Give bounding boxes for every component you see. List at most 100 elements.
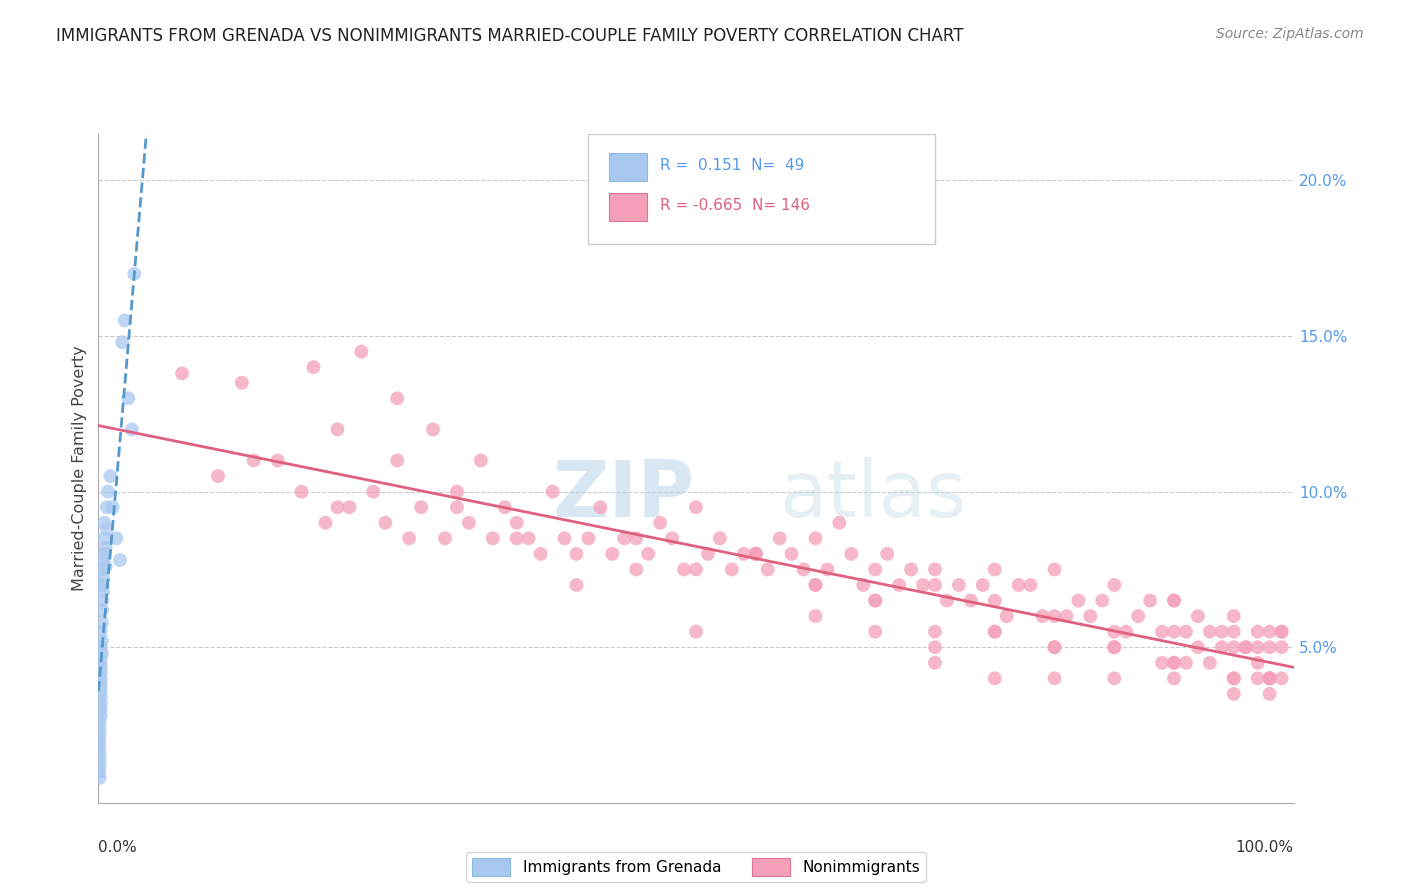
FancyBboxPatch shape <box>588 134 935 244</box>
Point <box>541 484 564 499</box>
Point <box>804 609 827 624</box>
FancyBboxPatch shape <box>609 194 647 221</box>
Point <box>1222 671 1246 685</box>
Point <box>863 624 887 639</box>
Point <box>1150 624 1173 639</box>
Point <box>804 578 827 592</box>
Point <box>172 367 194 381</box>
Point <box>1150 656 1173 670</box>
Point <box>93 547 115 561</box>
Point <box>506 516 529 530</box>
Text: Source: ZipAtlas.com: Source: ZipAtlas.com <box>1216 27 1364 41</box>
Text: R =  0.151  N=  49: R = 0.151 N= 49 <box>661 158 804 173</box>
Point <box>326 422 349 436</box>
Point <box>1246 640 1268 655</box>
Point <box>267 453 290 467</box>
Point <box>984 593 1007 607</box>
Point <box>924 656 946 670</box>
Point <box>422 422 444 436</box>
Point <box>1163 624 1185 639</box>
Point <box>1187 609 1209 624</box>
Point <box>984 624 1007 639</box>
Point <box>90 690 112 704</box>
Point <box>90 624 112 639</box>
Point <box>1198 624 1220 639</box>
Point <box>911 578 934 592</box>
Point <box>93 531 115 545</box>
Point <box>1102 640 1125 655</box>
Point <box>105 531 128 545</box>
Point <box>89 739 111 754</box>
Point <box>124 267 146 281</box>
Point <box>517 531 540 545</box>
Point <box>804 531 827 545</box>
Point <box>108 553 131 567</box>
Point <box>1054 609 1078 624</box>
Point <box>863 593 887 607</box>
Point <box>1102 640 1125 655</box>
Text: 100.0%: 100.0% <box>1236 839 1294 855</box>
Point <box>1222 624 1246 639</box>
Point <box>411 500 433 515</box>
Point <box>721 562 744 576</box>
Point <box>91 634 114 648</box>
Point <box>90 708 112 723</box>
Point <box>94 559 117 574</box>
Point <box>90 653 112 667</box>
Text: IMMIGRANTS FROM GRENADA VS NONIMMIGRANTS MARRIED-COUPLE FAMILY POVERTY CORRELATI: IMMIGRANTS FROM GRENADA VS NONIMMIGRANTS… <box>56 27 963 45</box>
Point <box>841 547 863 561</box>
Point <box>494 500 516 515</box>
Point <box>1271 640 1294 655</box>
Point <box>924 624 946 639</box>
Point <box>231 376 253 390</box>
Point <box>768 531 790 545</box>
Point <box>1222 687 1246 701</box>
Point <box>90 671 112 685</box>
Point <box>1019 578 1042 592</box>
Point <box>1163 593 1185 607</box>
Point <box>1258 671 1281 685</box>
Point <box>1115 624 1137 639</box>
Point <box>1102 671 1125 685</box>
Text: R = -0.665  N= 146: R = -0.665 N= 146 <box>661 198 810 213</box>
Point <box>90 665 112 679</box>
Point <box>1246 671 1268 685</box>
Point <box>385 453 409 467</box>
Point <box>1139 593 1161 607</box>
Point <box>972 578 994 592</box>
Point <box>446 484 468 499</box>
Point <box>900 562 922 576</box>
Point <box>481 531 505 545</box>
Point <box>91 553 114 567</box>
FancyBboxPatch shape <box>609 153 647 181</box>
Point <box>433 531 456 545</box>
Point <box>1043 671 1066 685</box>
Point <box>1032 609 1054 624</box>
Point <box>1258 687 1281 701</box>
Point <box>815 562 838 576</box>
Point <box>90 659 112 673</box>
Point <box>94 541 117 555</box>
Point <box>1246 624 1268 639</box>
Point <box>506 531 529 545</box>
Point <box>889 578 911 592</box>
Point <box>89 727 111 741</box>
Point <box>91 593 114 607</box>
Point <box>1271 624 1294 639</box>
Point <box>350 344 373 359</box>
Point <box>89 714 111 729</box>
Point <box>1128 609 1150 624</box>
Point <box>89 721 111 735</box>
Point <box>948 578 970 592</box>
Point <box>1258 640 1281 655</box>
Point <box>924 578 946 592</box>
Point <box>374 516 396 530</box>
Point <box>98 469 122 483</box>
Point <box>709 531 731 545</box>
Point <box>470 453 492 467</box>
Point <box>398 531 420 545</box>
Point <box>91 584 114 599</box>
Point <box>1091 593 1114 607</box>
Point <box>1163 656 1185 670</box>
Point <box>780 547 803 561</box>
